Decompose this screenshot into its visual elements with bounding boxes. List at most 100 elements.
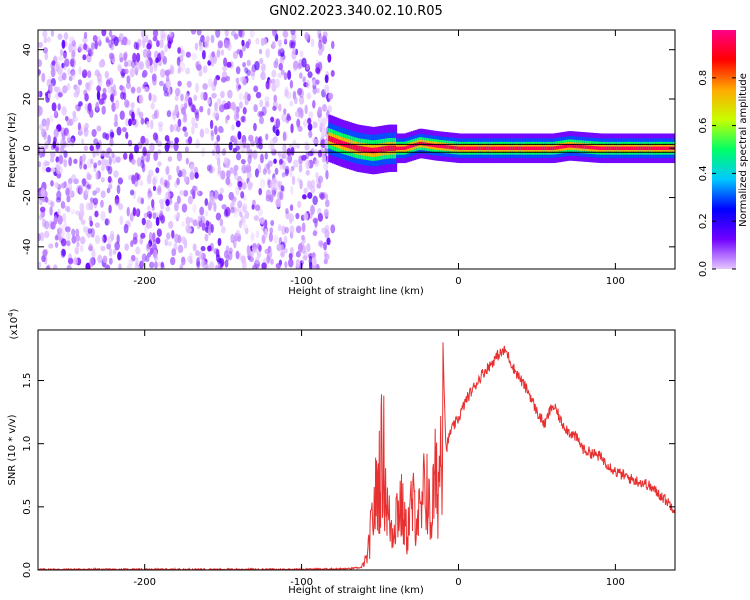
heatmap-cell (217, 193, 224, 201)
ridge-cell (569, 144, 573, 148)
heatmap-cell (235, 145, 240, 151)
heatmap-cell (312, 217, 319, 224)
heatmap-cell (156, 228, 162, 237)
heatmap-cell (238, 30, 243, 38)
heatmap-cell (214, 107, 219, 118)
heatmap-cell (121, 126, 127, 133)
heatmap-cell (191, 124, 195, 135)
heatmap-cell (280, 185, 285, 192)
heatmap-cell (296, 118, 301, 128)
heatmap-cell (71, 49, 76, 58)
heatmap-cell (100, 199, 104, 208)
heatmap-cell (155, 57, 159, 64)
heatmap-cell (100, 177, 105, 183)
ridge-cell (450, 145, 454, 150)
colorbar-tick-label: 0.8 (698, 70, 709, 86)
heatmap-cell (50, 180, 54, 187)
heatmap-cell (310, 38, 315, 48)
ridge-cell (618, 146, 622, 150)
heatmap-cell (249, 250, 255, 257)
heatmap-cell (113, 170, 119, 178)
heatmap-cell (72, 110, 77, 119)
ridge-cell (446, 145, 450, 149)
heatmap-cell (116, 184, 121, 195)
heatmap-cell (224, 259, 229, 268)
heatmap-cell (171, 248, 177, 257)
heatmap-cell (277, 39, 282, 48)
heatmap-cell (222, 65, 228, 72)
heatmap-cell (53, 128, 59, 138)
heatmap-cell (49, 82, 54, 92)
heatmap-cell (176, 56, 181, 67)
ridge-cell (608, 146, 612, 150)
ridge-cell (367, 147, 371, 153)
ridge-cell (350, 143, 354, 150)
heatmap-cell (38, 123, 44, 131)
heatmap-cell (202, 65, 208, 74)
heatmap-cell (64, 115, 69, 122)
ridge-cell (364, 146, 368, 153)
heatmap-cell (224, 30, 229, 37)
heatmap-cell (243, 166, 250, 174)
heatmap-cell (77, 122, 82, 131)
ridge-cell (650, 146, 654, 150)
heatmap-cell (107, 84, 112, 94)
heatmap-cell (293, 60, 299, 70)
heatmap-cell (277, 49, 281, 57)
heatmap-cell (97, 159, 102, 166)
heatmap-cell (49, 151, 56, 158)
heatmap-cell (277, 224, 282, 232)
ridge-cell (606, 146, 610, 150)
heatmap-cell (71, 228, 76, 237)
heatmap-cell (307, 192, 313, 199)
heatmap-cell (154, 261, 158, 269)
heatmap-cell (260, 153, 264, 164)
heatmap-cell (187, 255, 193, 263)
heatmap-cell (280, 69, 285, 76)
heatmap-cell (105, 37, 110, 44)
heatmap-cell (104, 152, 110, 158)
heatmap-cell (50, 156, 55, 163)
heatmap-cell (252, 246, 258, 253)
ridge-cell (403, 146, 407, 150)
heatmap-cell (317, 30, 322, 39)
ridge-cell (582, 145, 586, 149)
colorbar-ticks: 0.0 0.2 0.4 0.6 0.8 (698, 70, 736, 277)
heatmap-cell (92, 197, 99, 206)
heatmap-cell (277, 180, 283, 188)
heatmap-cell (297, 177, 301, 183)
heatmap-cell (287, 70, 292, 80)
heatmap-cell (96, 70, 101, 78)
heatmap-cell (109, 94, 114, 102)
heatmap-cell (282, 131, 288, 142)
heatmap-cell (92, 190, 97, 196)
heatmap-cell (285, 91, 292, 100)
heatmap-cell (255, 37, 260, 45)
heatmap-cell (141, 217, 146, 226)
heatmap-cell (253, 122, 257, 132)
ridge-cell (448, 145, 452, 149)
ridge-cell (535, 146, 539, 150)
heatmap-cell (223, 102, 230, 110)
heatmap-cell (95, 142, 101, 150)
heatmap-cell (128, 118, 132, 127)
heatmap-cell (241, 39, 245, 47)
heatmap-cell (116, 234, 120, 244)
heatmap-cell (240, 115, 245, 123)
heatmap-cell (283, 108, 287, 115)
heatmap-cell (254, 204, 261, 211)
heatmap-cell (86, 55, 92, 62)
heatmap-cell (235, 152, 242, 161)
heatmap-cell (123, 223, 129, 234)
ridge-cell (580, 145, 584, 149)
heatmap-cell (153, 94, 158, 103)
heatmap-cell (87, 70, 92, 79)
heatmap-cell (111, 102, 116, 112)
heatmap-cell (200, 34, 205, 43)
ridge-cell (533, 146, 537, 150)
heatmap-cell (151, 243, 158, 251)
heatmap-cell (199, 206, 205, 216)
heatmap-cell (302, 194, 307, 200)
heatmap-cell (104, 264, 111, 269)
